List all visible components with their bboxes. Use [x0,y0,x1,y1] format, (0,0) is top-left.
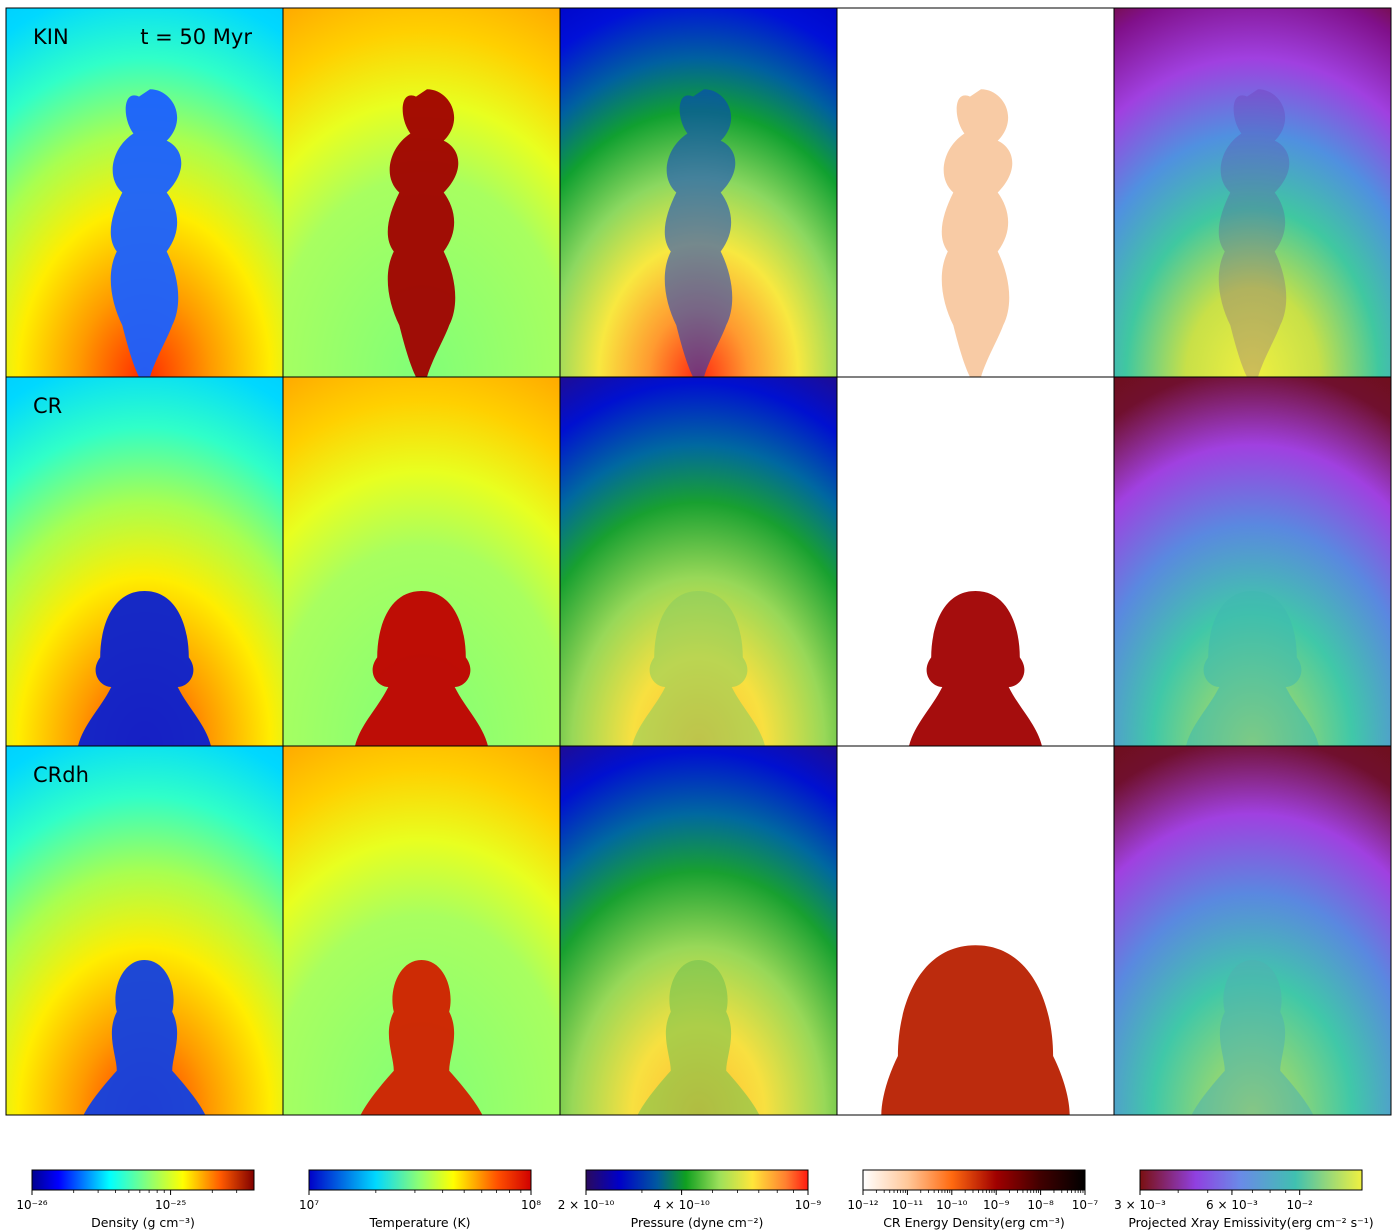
tick-label: 10⁸ [521,1198,541,1212]
panel-crdh-cr-energy [836,745,1115,1116]
bubble-region [1218,89,1290,377]
panel-field [1114,8,1391,377]
panel-row-kin: KIN t = 50 Myr [5,7,1392,378]
tick-label: 10⁻² [1286,1198,1313,1212]
panel-kin-cr-energy [836,7,1115,378]
panel-cr-xray [1113,376,1392,747]
colorbar-gradient [31,1169,255,1191]
bubble-region [360,960,483,1115]
colorbar-temperature: 10⁷ 10⁸ Temperature (K) [299,1169,541,1230]
tick-label: 10⁻⁷ [1072,1198,1099,1212]
row-label: CR [33,394,62,418]
colorbar-label: Projected Xray Emissivity(erg cm⁻² s⁻¹) [1128,1215,1373,1230]
panel-kin-density [5,7,284,378]
panel-crdh-temperature [282,745,561,1116]
colorbar-gradient [1139,1169,1363,1191]
panel-crdh-pressure [559,745,838,1116]
bubble-region [1186,591,1319,746]
tick-label: 3 × 10⁻³ [1114,1198,1166,1212]
colorbar-label: Temperature (K) [368,1215,470,1230]
colorbar-row: 10⁻²⁶ 10⁻²⁵ Density (g cm⁻³) 10⁷ 10⁸ Temperat… [16,1169,1374,1230]
bubble-region [1191,960,1314,1115]
bubble-region [83,960,206,1115]
tick-label: 10⁻¹² [847,1198,878,1212]
panel-cr-temperature [282,376,561,747]
bubble-region [355,591,488,746]
time-label: t = 50 Myr [140,25,252,49]
tick-label: 6 × 10⁻³ [1206,1198,1258,1212]
bubble-region [881,945,1070,1115]
tick-label: 10⁷ [299,1198,319,1212]
panel-frame [1113,745,1392,1116]
panel-row-crdh: CRdh [5,745,1392,1116]
row-label: CRdh [33,763,89,787]
panel-crdh-xray [1113,745,1392,1116]
colorbar-gradient [308,1169,532,1191]
colorbar-cr-energy: 10⁻¹² 10⁻¹¹ 10⁻¹⁰ 10⁻⁹ 10⁻⁸ 10⁻⁷ CR Energy Den… [847,1169,1099,1230]
bubble-region [110,89,182,377]
bubble-region [941,89,1013,377]
panel-cr-density [5,376,284,747]
colorbar-label: Pressure (dyne cm⁻²) [631,1215,764,1230]
bubble-region [664,89,736,377]
tick-label: 10⁻²⁵ [155,1198,186,1212]
panel-cr-cr-energy [836,376,1115,747]
panel-grid: KIN t = 50 Myr CR CRdh [5,7,1392,1116]
panel-crdh-density [5,745,284,1116]
colorbar-label: CR Energy Density(erg cm⁻³) [883,1215,1065,1230]
colorbar-pressure: 2 × 10⁻¹⁰ 4 × 10⁻¹⁰ 10⁻⁹ Pressure (dyne cm⁻… [558,1169,822,1230]
bubble-region [632,591,765,746]
tick-label: 10⁻⁹ [795,1198,822,1212]
panel-kin-pressure [559,7,838,378]
panel-cr-pressure [559,376,838,747]
colorbar-xray: 3 × 10⁻³ 6 × 10⁻³ 10⁻² Projected Xray Emiss… [1114,1169,1374,1230]
panel-row-cr: CR [5,376,1392,747]
tick-label: 10⁻¹⁰ [936,1198,967,1212]
panel-kin-temperature [282,7,561,378]
bubble-region [909,591,1042,746]
tick-label: 10⁻¹¹ [892,1198,923,1212]
panel-kin-xray [1113,7,1392,378]
tick-label: 10⁻⁹ [983,1198,1010,1212]
bubble-region [387,89,459,377]
tick-label: 10⁻²⁶ [16,1198,47,1212]
colorbar-gradient [585,1169,809,1191]
colorbar-gradient [862,1169,1086,1191]
bubble-region [637,960,760,1115]
colorbar-label: Density (g cm⁻³) [91,1215,195,1230]
tick-label: 2 × 10⁻¹⁰ [558,1198,615,1212]
tick-label: 4 × 10⁻¹⁰ [653,1198,710,1212]
tick-label: 10⁻⁸ [1027,1198,1054,1212]
bubble-region [78,591,211,746]
colorbar-density: 10⁻²⁶ 10⁻²⁵ Density (g cm⁻³) [16,1169,255,1230]
row-label: KIN [33,25,69,49]
